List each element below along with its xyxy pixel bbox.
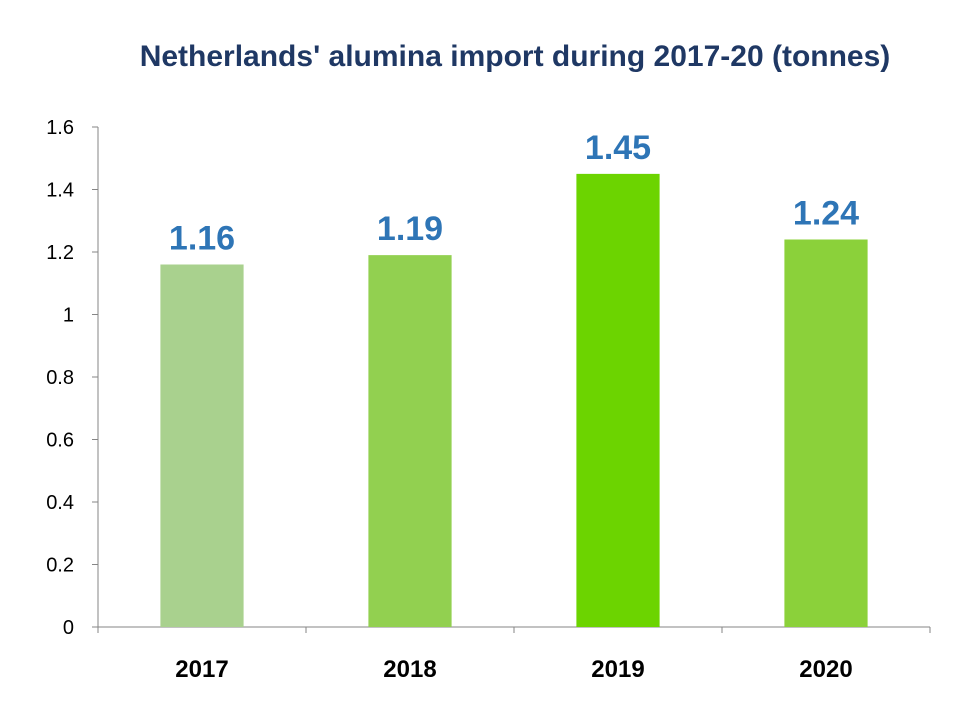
data-label: 1.45 bbox=[585, 129, 651, 167]
bar-2017 bbox=[160, 264, 244, 627]
data-label: 1.16 bbox=[169, 220, 235, 258]
x-axis: 2017 2018 2019 2020 bbox=[97, 626, 931, 683]
y-axis: 0 0.2 0.4 0.6 0.8 1 1.2 1.4 1.6 bbox=[46, 117, 99, 639]
bar-2018 bbox=[368, 255, 452, 627]
y-tick-label: 0.6 bbox=[46, 430, 74, 452]
x-tick-label: 2017 bbox=[175, 656, 228, 683]
bars bbox=[160, 173, 868, 627]
data-label: 1.19 bbox=[377, 210, 443, 248]
y-tick-label: 0 bbox=[63, 617, 74, 639]
data-label: 1.24 bbox=[793, 195, 859, 233]
y-tick-label: 1 bbox=[63, 305, 74, 327]
data-labels: 1.16 1.19 1.45 1.24 bbox=[169, 129, 859, 258]
x-tick-label: 2020 bbox=[799, 656, 852, 683]
y-tick-label: 0.2 bbox=[46, 555, 74, 577]
y-tick-label: 0.8 bbox=[46, 367, 74, 389]
y-tick-label: 1.6 bbox=[46, 117, 74, 139]
bar-2019 bbox=[576, 173, 660, 627]
x-tick-label: 2019 bbox=[591, 656, 644, 683]
bar-2020 bbox=[784, 239, 868, 627]
y-tick-label: 0.4 bbox=[46, 492, 74, 514]
chart-title: Netherlands' alumina import during 2017-… bbox=[139, 40, 891, 73]
y-tick-label: 1.2 bbox=[46, 242, 74, 264]
y-tick-label: 1.4 bbox=[46, 180, 74, 202]
x-tick-label: 2018 bbox=[383, 656, 436, 683]
